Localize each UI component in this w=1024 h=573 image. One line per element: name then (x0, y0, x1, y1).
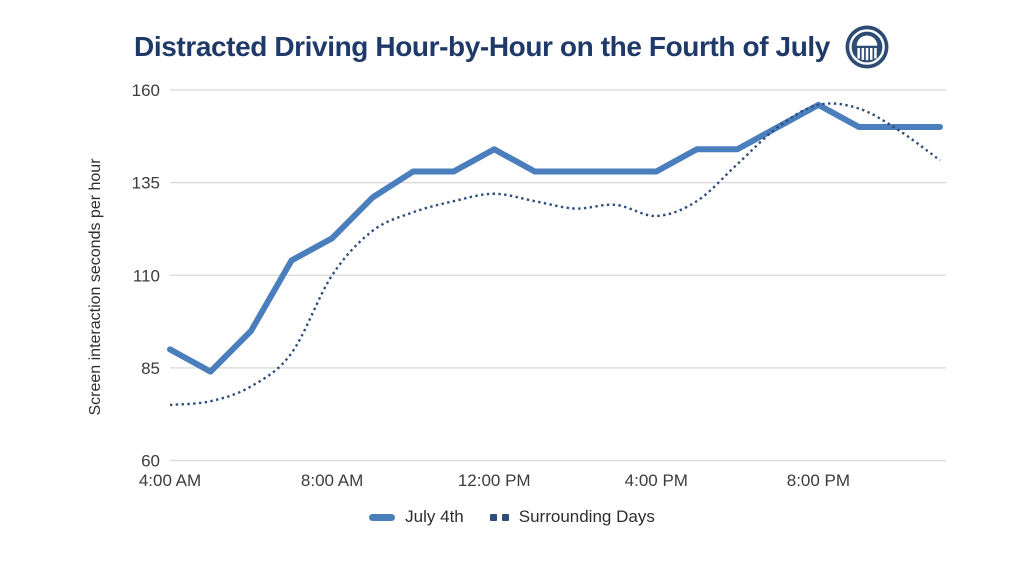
y-tick-label-135: 135 (132, 174, 160, 193)
y-tick-label-60: 60 (141, 452, 160, 471)
legend-label-surrounding-days: Surrounding Days (518, 507, 655, 526)
legend-swatch-dotted-line-icon (489, 513, 509, 521)
x-tick-label-3: 4:00 PM (625, 471, 688, 490)
legend-item-surrounding-days: Surrounding Days (489, 507, 655, 527)
legend-swatch-solid-line-icon (369, 513, 396, 521)
x-tick-label-4: 8:00 PM (787, 471, 850, 490)
legend-label-july-4th: July 4th (405, 507, 464, 526)
x-tick-label-1: 8:00 AM (301, 471, 363, 490)
chart-title: Distracted Driving Hour-by-Hour on the F… (134, 31, 830, 62)
y-tick-label-110: 110 (133, 266, 160, 285)
rotunda-logo-icon (844, 24, 890, 70)
series-surrounding-days-line (169, 102, 941, 407)
legend-item-july-4th: July 4th (369, 507, 464, 527)
y-tick-label-85: 85 (141, 359, 160, 378)
series-july-4th-line (167, 101, 943, 375)
x-tick-label-2: 12:00 PM (458, 471, 531, 490)
chart-header: Distracted Driving Hour-by-Hour on the F… (0, 24, 1024, 70)
legend: July 4th Surrounding Days (0, 507, 1024, 527)
y-tick-label-160: 160 (132, 81, 160, 100)
x-tick-label-0: 4:00 AM (139, 471, 201, 490)
